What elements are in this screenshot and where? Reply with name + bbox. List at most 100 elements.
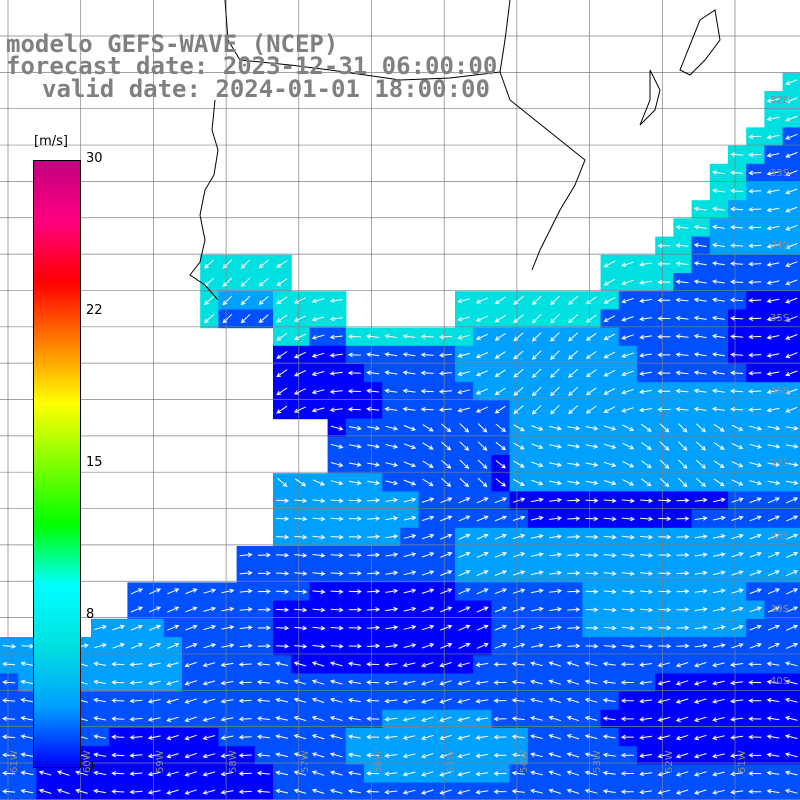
wind-arrow xyxy=(620,771,634,776)
wind-arrow xyxy=(602,698,616,703)
wind-arrow xyxy=(457,753,471,759)
wind-arrow xyxy=(459,477,470,488)
wind-arrow xyxy=(384,789,398,795)
wind-arrow xyxy=(257,625,271,631)
wind-arrow xyxy=(730,152,744,157)
wind-arrow xyxy=(330,643,344,649)
wind-arrow xyxy=(566,752,580,758)
wind-arrow xyxy=(603,461,617,468)
wind-arrow xyxy=(238,734,252,740)
wind-arrow xyxy=(603,625,617,631)
wind-arrow xyxy=(202,735,216,741)
wind-arrow xyxy=(439,753,452,759)
wind-arrow xyxy=(748,152,762,158)
wind-arrow xyxy=(730,716,744,722)
wind-arrow xyxy=(675,698,689,704)
wind-arrow xyxy=(494,570,508,576)
wind-arrow xyxy=(766,189,780,194)
wind-arrow xyxy=(767,462,781,467)
wind-arrow xyxy=(676,516,690,521)
wind-arrow xyxy=(256,661,270,667)
wind-arrow xyxy=(20,679,34,685)
wind-arrow xyxy=(348,607,362,613)
wind-arrow xyxy=(675,297,689,303)
wind-arrow xyxy=(384,698,398,704)
wind-arrow xyxy=(748,207,762,212)
wind-arrow xyxy=(531,313,542,324)
wind-arrow xyxy=(621,334,634,340)
wind-arrow xyxy=(567,444,581,449)
wind-arrow xyxy=(276,589,290,594)
wind-arrow xyxy=(675,789,689,795)
wind-arrow xyxy=(512,552,526,558)
wind-arrow xyxy=(384,662,398,667)
wind-arrow xyxy=(311,298,325,304)
wind-arrow xyxy=(203,606,217,612)
wind-arrow xyxy=(585,369,597,378)
wind-arrow xyxy=(367,425,381,431)
wind-arrow xyxy=(566,697,580,703)
wind-arrow xyxy=(549,480,563,486)
wind-arrow xyxy=(294,552,308,558)
wind-arrow xyxy=(530,679,543,685)
wind-arrow xyxy=(457,334,471,340)
wind-arrow xyxy=(477,477,488,488)
wind-arrow xyxy=(620,680,634,685)
wind-arrow xyxy=(585,332,597,341)
wind-arrow xyxy=(712,680,725,686)
wind-arrow xyxy=(112,643,125,649)
wind-arrow xyxy=(166,789,179,795)
wind-arrow xyxy=(694,753,707,759)
wind-arrow xyxy=(621,625,635,631)
wind-arrow xyxy=(494,314,506,323)
wind-arrow xyxy=(439,789,452,795)
wind-arrow xyxy=(749,642,762,649)
wind-arrow xyxy=(458,570,471,577)
wind-arrow xyxy=(603,315,616,322)
wind-arrow xyxy=(111,752,125,758)
lon-label-60w: 60W xyxy=(82,750,93,773)
wind-arrow xyxy=(585,534,599,540)
wind-arrow xyxy=(713,460,725,469)
wind-arrow xyxy=(566,734,580,740)
wind-arrow xyxy=(238,698,252,704)
wind-arrow xyxy=(748,680,762,685)
wind-arrow xyxy=(111,698,125,703)
wind-arrow xyxy=(366,406,380,412)
lat-label-33s: 33S xyxy=(770,168,790,179)
wind-arrow xyxy=(494,588,508,595)
wind-arrow xyxy=(785,462,799,467)
wind-arrow xyxy=(2,716,16,722)
wind-arrow xyxy=(731,479,744,486)
wind-arrow xyxy=(511,716,525,721)
wind-arrow xyxy=(584,715,598,721)
wind-arrow xyxy=(785,388,798,395)
wind-arrow xyxy=(329,788,343,794)
wind-arrow xyxy=(530,788,543,794)
wind-arrow xyxy=(639,735,653,740)
wind-arrow xyxy=(784,715,798,721)
wind-arrow xyxy=(675,406,689,412)
wind-arrow xyxy=(786,497,799,504)
wind-arrow xyxy=(766,770,780,776)
wind-arrow xyxy=(2,752,16,758)
wind-arrow xyxy=(712,643,726,648)
wind-arrow xyxy=(402,352,416,357)
wind-arrow xyxy=(550,350,560,360)
wind-arrow xyxy=(402,717,416,722)
wind-arrow xyxy=(712,753,725,759)
wind-arrow xyxy=(20,661,34,667)
wind-arrow xyxy=(184,698,197,704)
wind-arrow xyxy=(385,588,399,594)
wind-arrow xyxy=(548,770,561,776)
lon-label-51w: 51W xyxy=(737,750,748,773)
wind-arrow xyxy=(20,716,34,721)
wind-arrow xyxy=(312,589,326,595)
wind-arrow xyxy=(421,771,434,777)
wind-arrow xyxy=(785,480,799,486)
wind-arrow xyxy=(421,497,435,503)
wind-arrow xyxy=(785,97,798,104)
wind-arrow xyxy=(385,515,399,521)
wind-arrow xyxy=(749,497,762,504)
wind-arrow xyxy=(221,606,235,612)
